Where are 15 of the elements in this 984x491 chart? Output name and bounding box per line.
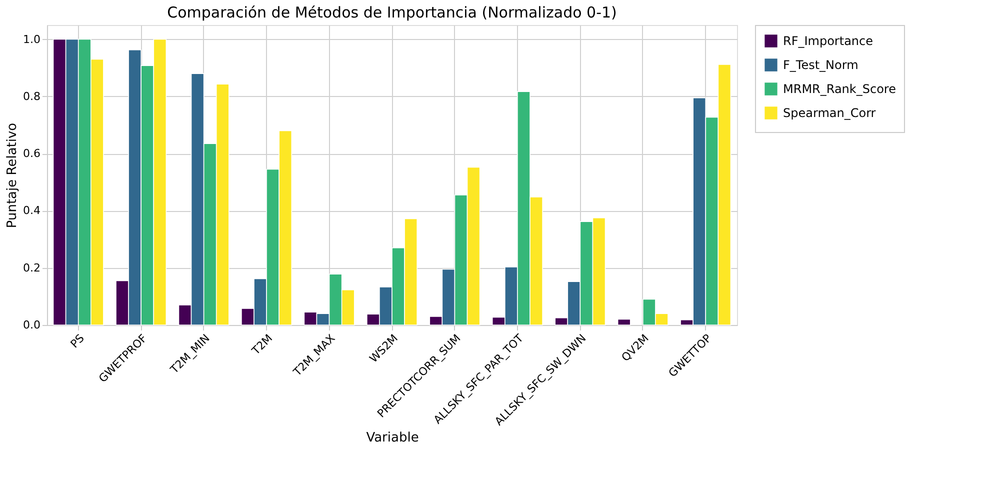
y-tick-label: 1.0 — [23, 32, 40, 46]
bar — [617, 318, 631, 326]
legend-label: RF_Importance — [783, 34, 874, 48]
legend-label: Spearman_Corr — [783, 106, 876, 120]
chart-title: Comparación de Métodos de Importancia (Normalizado 0-1) — [167, 4, 617, 22]
y-tick-label: 0.2 — [23, 261, 40, 274]
y-tick-label: 0.6 — [23, 147, 40, 160]
y-tick-label: 0.0 — [23, 318, 40, 332]
x-tick-label: PS — [68, 332, 87, 351]
y-axis-title: Puntaje Relativo — [5, 122, 20, 228]
legend-label: F_Test_Norm — [783, 58, 858, 72]
y-tick-label: 0.4 — [23, 204, 40, 218]
x-axis-title: Variable — [366, 430, 419, 446]
legend-label: MRMR_Rank_Score — [783, 82, 896, 96]
y-tick-label: 0.8 — [23, 90, 40, 103]
